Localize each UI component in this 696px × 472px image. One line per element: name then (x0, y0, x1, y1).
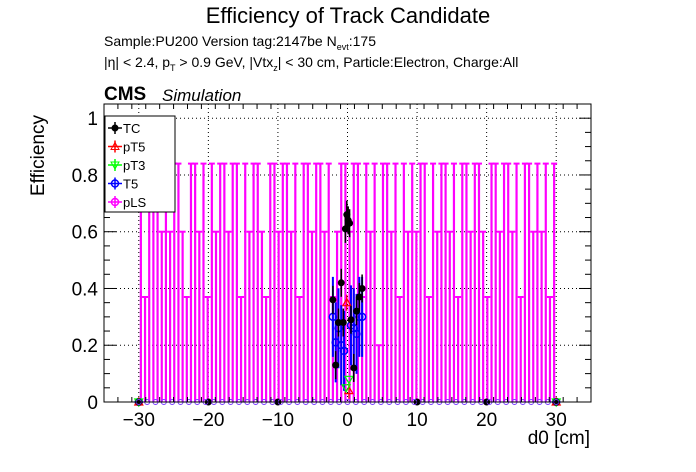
cms-label: CMS (104, 84, 147, 105)
y-tick-label: 0 (87, 393, 98, 414)
x-tick-label: 30 (546, 410, 567, 431)
tc-point (358, 284, 366, 292)
simulation-label: Simulation (162, 86, 242, 105)
tc-point (329, 296, 337, 304)
tc-point (355, 293, 363, 301)
tc-point (347, 316, 355, 324)
tc-point (353, 307, 361, 315)
legend-marker (110, 179, 120, 188)
t5-point (357, 312, 367, 322)
sample-info-text: Sample:PU200 Version tag:2147be N (104, 33, 337, 49)
y-axis-label: Efficiency (28, 115, 49, 196)
x-axis-label: d0 [cm] (527, 428, 590, 449)
tc-point (339, 319, 347, 327)
pt-subscript: T (170, 62, 176, 73)
cuts-text-1: |η| < 2.4, p (104, 54, 171, 70)
x-tick-label: 10 (407, 410, 428, 431)
legend-marker (110, 197, 120, 207)
x-tick-label: −20 (192, 410, 224, 431)
legend-label: pLS (123, 195, 146, 210)
pt5-point (341, 297, 352, 307)
x-tick-label: 0 (342, 410, 353, 431)
legend-label: pT3 (123, 158, 145, 173)
y-tick-label: 0.6 (72, 223, 98, 244)
sample-info: Sample:PU200 Version tag:2147be Nevt:175 (104, 33, 376, 52)
tc-point (337, 279, 345, 287)
x-tick-label: −30 (123, 410, 155, 431)
legend-label: pT5 (123, 140, 145, 155)
pt3-point (343, 375, 354, 385)
grid-lines (104, 104, 591, 403)
legend-marker (110, 141, 120, 150)
cuts-text-3: | < 30 cm, Particle:Electron, Charge:All (277, 54, 519, 70)
nevt-value: :175 (348, 33, 376, 49)
axes: −30 −20 −10 0 10 20 30 0 0.2 0.4 0.6 0.8 1 (72, 103, 592, 431)
vtx-subscript: z (273, 62, 278, 73)
plot-frame (103, 103, 592, 403)
legend-marker (111, 124, 119, 132)
tc-point (350, 364, 358, 372)
t5-point (339, 346, 349, 356)
tc-point (346, 219, 354, 227)
legend: TC pT5 pT3 T5 pLS (104, 115, 176, 213)
selection-cuts: |η| < 2.4, pT > 0.9 GeV, |Vtxz| < 30 cm,… (104, 54, 518, 73)
tc-point (334, 319, 342, 327)
y-tick-label: 0.4 (72, 279, 99, 300)
chart-title: Efficiency of Track Candidate (205, 3, 491, 28)
y-tick-label: 0.8 (72, 166, 98, 187)
pt3-point (341, 384, 352, 394)
x-tick-label: 20 (476, 410, 497, 431)
y-tick-label: 0.2 (72, 336, 98, 357)
legend-label: TC (123, 121, 140, 136)
x-tick-label: −10 (262, 410, 294, 431)
legend-label: T5 (123, 177, 138, 192)
tc-point (332, 361, 340, 369)
nevt-subscript: evt (336, 41, 349, 52)
cuts-text-2: > 0.9 GeV, |Vtx (175, 54, 274, 70)
legend-box (104, 115, 176, 213)
legend-marker (110, 161, 120, 171)
y-tick-label: 1 (87, 109, 98, 130)
